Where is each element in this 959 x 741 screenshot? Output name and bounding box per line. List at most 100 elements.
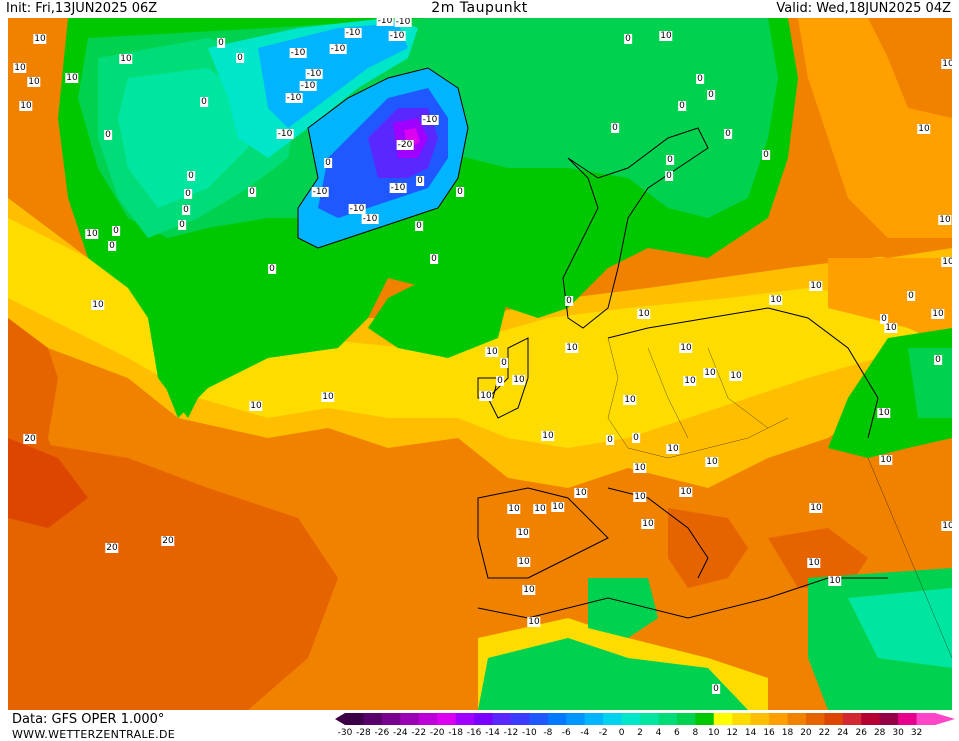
- legend-swatch: [640, 713, 659, 725]
- website-label: WWW.WETTERZENTRALE.DE: [12, 728, 175, 741]
- contour-label: -10: [276, 129, 294, 139]
- contour-label: 10: [507, 504, 521, 514]
- legend-tick: -10: [522, 728, 537, 738]
- contour-label: 10: [551, 502, 565, 512]
- legend-tick: -14: [485, 728, 500, 738]
- legend-tick: 24: [837, 728, 849, 738]
- contour-label: 0: [182, 205, 190, 215]
- legend-tick: 26: [855, 728, 867, 738]
- contour-label: 0: [416, 176, 424, 186]
- legend-tick: -16: [466, 728, 482, 738]
- contour-label: 0: [217, 38, 225, 48]
- contour-label: 10: [941, 257, 952, 267]
- contour-label: 0: [678, 101, 686, 111]
- contour-label: 10: [917, 124, 931, 134]
- legend-swatch: [732, 713, 752, 725]
- contour-label: 0: [430, 254, 438, 264]
- color-legend: -30 -28 -26 -24 -22 -20 -18 -16 -14 -12 -10 -8 -6 -4-…: [335, 712, 955, 740]
- legend-swatch: [547, 713, 567, 725]
- contour-label: 0: [632, 433, 640, 443]
- legend-swatch: [437, 713, 457, 725]
- contour-label: -10: [329, 44, 347, 54]
- legend-swatch: [510, 713, 530, 725]
- legend-tick: -8: [543, 728, 553, 738]
- contour-label: 10: [679, 487, 693, 497]
- legend-tick: 18: [781, 728, 794, 738]
- contour-label: 0: [724, 129, 732, 139]
- legend-swatch: [750, 713, 770, 725]
- legend-arrow-low: [335, 713, 345, 725]
- legend-tick: 14: [744, 728, 757, 738]
- contour-label: 10: [512, 375, 526, 385]
- contour-label: 0: [880, 314, 888, 324]
- contour-label: -10: [376, 18, 394, 26]
- contour-label: 0: [611, 123, 619, 133]
- legend-swatch: [455, 713, 475, 725]
- contour-label: 10: [91, 300, 105, 310]
- contour-label: 10: [485, 347, 499, 357]
- legend-tick: 20: [800, 728, 812, 738]
- contour-label: 10: [321, 392, 335, 402]
- contour-label: 10: [19, 101, 33, 111]
- contour-label: 0: [324, 158, 332, 168]
- contour-label: 0: [496, 376, 504, 386]
- legend-swatch: [879, 713, 899, 725]
- contour-label: 10: [729, 371, 743, 381]
- legend-swatch: [898, 713, 918, 725]
- legend-swatch: [713, 713, 733, 725]
- contour-label: 0: [268, 264, 276, 274]
- contour-label: 10: [941, 521, 952, 531]
- contour-label: -10: [361, 214, 379, 224]
- legend-swatch: [566, 713, 586, 725]
- contour-label: -10: [421, 115, 439, 125]
- contour-label: 10: [565, 343, 579, 353]
- contour-label: -10: [348, 204, 366, 214]
- contour-label: 0: [187, 171, 195, 181]
- contour-label: 0: [712, 684, 720, 694]
- contour-label: 0: [236, 53, 244, 63]
- contour-label: 0: [696, 74, 704, 84]
- legend-tick: -12: [503, 728, 519, 738]
- legend-tick: -30: [337, 728, 353, 738]
- contour-label: 10: [623, 395, 637, 405]
- legend-swatch: [842, 713, 862, 725]
- legend-tick: -22: [411, 728, 427, 738]
- legend-swatch: [400, 713, 420, 725]
- contour-label: 0: [606, 435, 614, 445]
- contour-label: 10: [533, 504, 547, 514]
- legend-tick: -28: [356, 728, 371, 738]
- legend-tick: -6: [561, 728, 571, 738]
- contour-label: 10: [703, 368, 717, 378]
- legend-swatch: [787, 713, 807, 725]
- contour-label: 10: [938, 215, 952, 225]
- legend-arrow-high: [935, 713, 955, 725]
- contour-label: -10: [394, 18, 412, 27]
- legend-swatch: [805, 713, 825, 725]
- contour-label: -10: [311, 187, 329, 197]
- contour-label: 0: [666, 155, 674, 165]
- contour-label: 0: [104, 130, 112, 140]
- contour-label: 10: [705, 457, 719, 467]
- contour-label: 10: [884, 323, 898, 333]
- legend-tick: 12: [726, 728, 738, 738]
- legend-tick: -20: [429, 728, 445, 738]
- legend-swatch: [492, 713, 512, 725]
- contour-label: 0: [934, 355, 942, 365]
- contour-label: 10: [809, 503, 823, 513]
- contour-label: 0: [500, 358, 508, 368]
- legend-tick: -26: [374, 728, 390, 738]
- contour-label: 10: [516, 528, 530, 538]
- contour-label: -10: [344, 28, 362, 38]
- contour-label: 10: [13, 63, 27, 73]
- legend-tick: -18: [448, 728, 463, 738]
- legend-tick: -2: [598, 728, 608, 738]
- contour-label: 20: [23, 434, 37, 444]
- legend-tick: 32: [910, 728, 923, 738]
- legend-tick: -24: [392, 728, 408, 738]
- contour-label: 0: [565, 296, 573, 306]
- contour-label: -20: [396, 140, 414, 150]
- contour-label: -10: [305, 69, 323, 79]
- legend-swatch: [824, 713, 844, 725]
- legend-color-bar: [335, 713, 955, 725]
- legend-tick-labels: -30 -28 -26 -24 -22 -20 -18 -16 -14 -12 -10 -8 -6 -4-…: [335, 728, 955, 740]
